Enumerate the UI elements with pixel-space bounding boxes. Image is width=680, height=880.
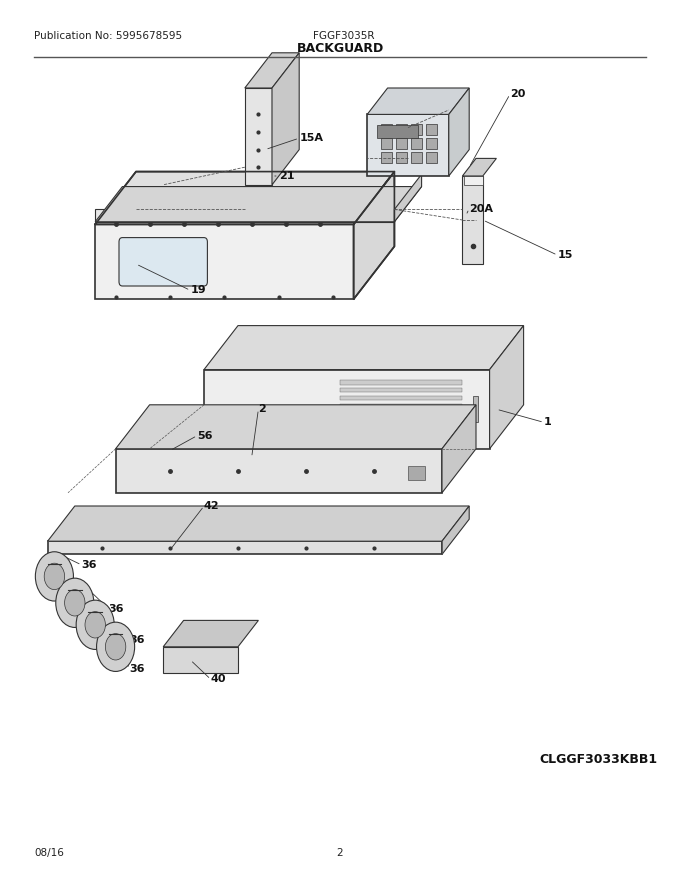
Text: 40: 40 (211, 674, 226, 685)
Bar (411, 138, 422, 149)
Bar (340, 420, 462, 424)
Bar (340, 436, 462, 440)
Polygon shape (95, 187, 422, 222)
Bar (340, 412, 462, 416)
Circle shape (56, 578, 94, 627)
Text: 36: 36 (109, 604, 124, 614)
Polygon shape (95, 224, 354, 299)
Polygon shape (204, 370, 490, 449)
Text: 20: 20 (510, 89, 526, 99)
Bar (426, 152, 437, 163)
Text: 08/16: 08/16 (34, 848, 64, 858)
Polygon shape (490, 326, 524, 449)
Polygon shape (163, 647, 238, 673)
Text: 2: 2 (258, 404, 266, 414)
Text: 15A: 15A (299, 133, 323, 143)
Bar (340, 404, 462, 408)
Bar (426, 138, 437, 149)
Bar (411, 152, 422, 163)
Circle shape (65, 590, 85, 616)
Polygon shape (95, 209, 394, 222)
Bar (411, 124, 422, 135)
Circle shape (85, 612, 105, 638)
Text: 36: 36 (129, 634, 145, 645)
Bar (381, 124, 392, 135)
Polygon shape (116, 449, 442, 493)
Text: FGGF3035R: FGGF3035R (313, 31, 374, 40)
Bar (396, 124, 407, 135)
Polygon shape (462, 176, 483, 264)
Polygon shape (116, 405, 476, 449)
Polygon shape (245, 88, 272, 185)
Polygon shape (367, 88, 469, 114)
Bar (381, 152, 392, 163)
Text: Publication No: 5995678595: Publication No: 5995678595 (34, 31, 182, 40)
Text: BACKGUARD: BACKGUARD (296, 42, 384, 55)
Bar (381, 138, 392, 149)
Text: 36: 36 (129, 664, 145, 674)
Polygon shape (449, 88, 469, 176)
Polygon shape (442, 506, 469, 554)
Bar (396, 152, 407, 163)
Polygon shape (367, 114, 449, 176)
Bar (408, 466, 425, 480)
Bar (340, 388, 462, 392)
Circle shape (35, 552, 73, 601)
Text: 56: 56 (197, 430, 213, 441)
Bar (473, 396, 478, 422)
Text: 21: 21 (279, 171, 294, 181)
Polygon shape (462, 158, 496, 176)
Text: 2: 2 (337, 848, 343, 858)
Text: 20A: 20A (469, 203, 493, 214)
Polygon shape (245, 53, 299, 88)
Circle shape (105, 634, 126, 660)
Circle shape (44, 563, 65, 590)
Polygon shape (204, 326, 524, 370)
Polygon shape (394, 174, 422, 222)
Bar (340, 396, 462, 400)
Text: 15: 15 (558, 250, 573, 260)
Circle shape (97, 622, 135, 671)
Text: 1: 1 (544, 417, 551, 428)
Bar (426, 124, 437, 135)
Text: 42: 42 (204, 501, 220, 511)
Polygon shape (272, 53, 299, 185)
Bar (464, 176, 483, 185)
Text: 36: 36 (82, 560, 97, 570)
Polygon shape (163, 620, 258, 647)
Circle shape (76, 600, 114, 649)
Polygon shape (48, 506, 469, 541)
Bar (340, 380, 462, 385)
Bar (340, 428, 462, 432)
Polygon shape (354, 172, 394, 299)
Bar (377, 125, 418, 138)
FancyBboxPatch shape (119, 238, 207, 286)
Bar (396, 138, 407, 149)
Polygon shape (95, 172, 394, 224)
Text: 19: 19 (190, 285, 206, 296)
Polygon shape (442, 405, 476, 493)
Text: CLGGF3033KBB1: CLGGF3033KBB1 (539, 752, 658, 766)
Polygon shape (48, 541, 442, 554)
